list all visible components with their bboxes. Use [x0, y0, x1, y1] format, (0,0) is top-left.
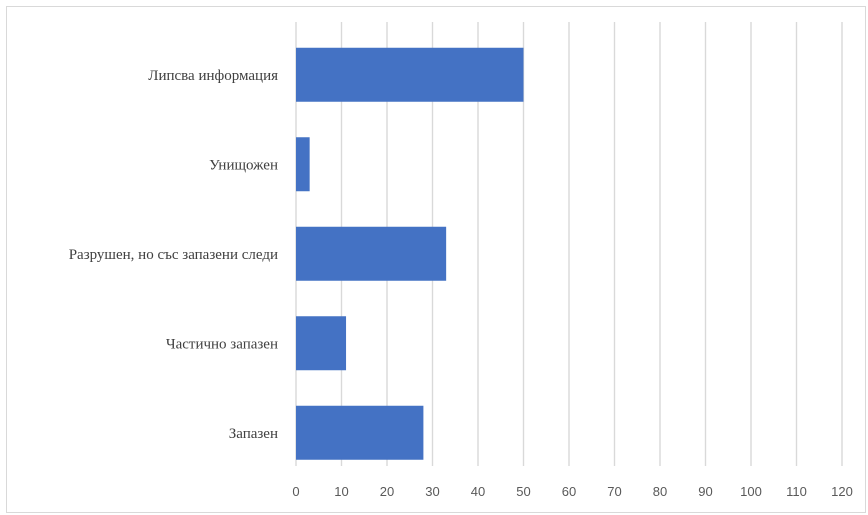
x-tick-label: 0: [292, 484, 299, 499]
x-tick-label: 110: [786, 484, 807, 499]
x-tick-label: 60: [562, 484, 576, 499]
x-tick-label: 10: [334, 484, 348, 499]
x-tick-label: 40: [471, 484, 485, 499]
x-tick-label: 50: [516, 484, 530, 499]
bar: [296, 226, 447, 281]
x-tick-label: 70: [607, 484, 621, 499]
bar: [296, 137, 310, 192]
x-tick-label: 80: [653, 484, 667, 499]
bar: [296, 47, 524, 102]
category-label: Частично запазен: [166, 336, 278, 352]
bar: [296, 316, 347, 371]
category-label: Липсва информация: [148, 68, 278, 84]
x-tick-label: 100: [740, 484, 762, 499]
bar: [296, 405, 424, 460]
category-label: Унищожен: [209, 157, 278, 173]
x-tick-label: 30: [425, 484, 439, 499]
x-tick-label: 90: [698, 484, 712, 499]
x-tick-label: 20: [380, 484, 394, 499]
category-label: Запазен: [229, 426, 278, 442]
x-tick-label: 120: [831, 484, 853, 499]
category-label: Разрушен, но със запазени следи: [69, 247, 278, 263]
